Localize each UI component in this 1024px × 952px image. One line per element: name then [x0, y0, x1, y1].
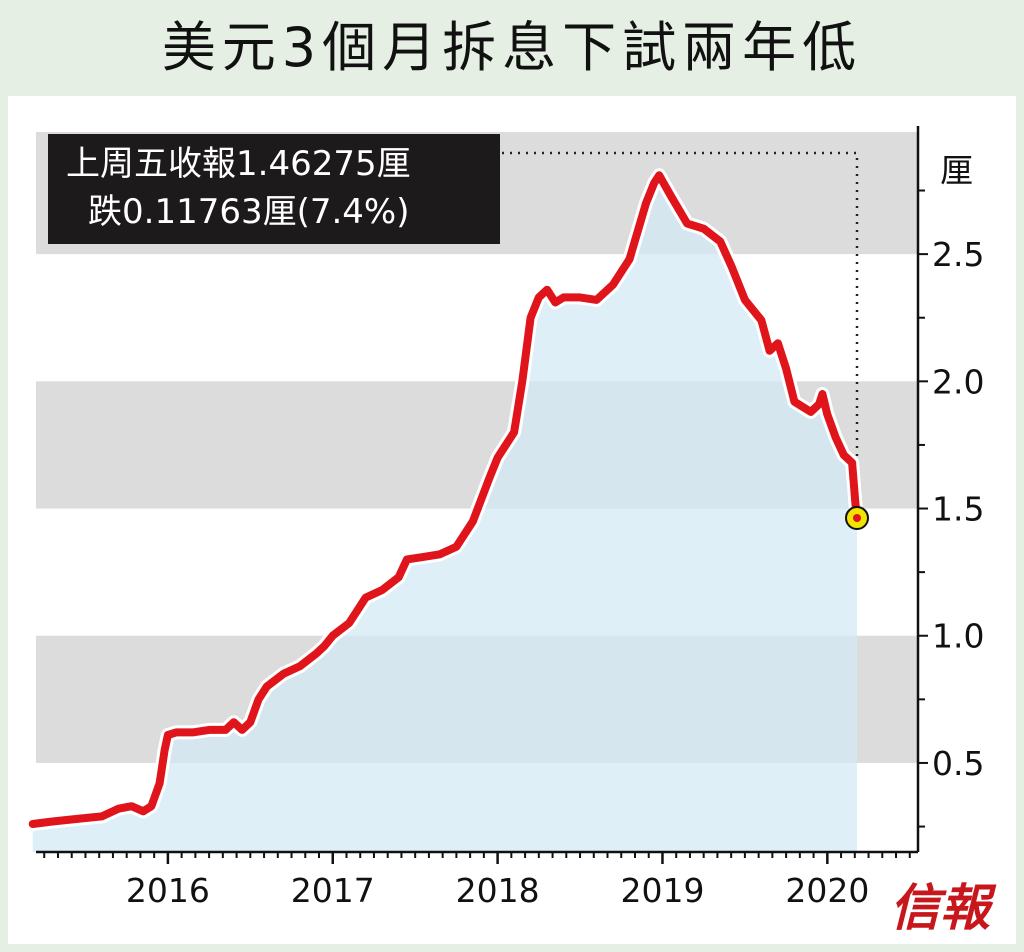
annotation-line-2: 跌0.11763厘(7.4%)	[88, 192, 410, 232]
series-area	[32, 175, 857, 853]
x-tick-label: 2017	[291, 871, 375, 910]
x-tick-label: 2018	[456, 871, 540, 910]
publisher-logo: 信報	[890, 878, 990, 937]
chart-title: 美元3個月拆息下試兩年低	[161, 16, 863, 79]
chart-panel: 0.5 1.0 1.5 2.0 2.5 厘 2016 2017 2018 2019 2020 上周五…	[8, 96, 1016, 944]
y-tick-label: 2.5	[932, 235, 984, 274]
x-tick-label: 2020	[785, 871, 869, 910]
annotation-box: 上周五收報1.46275厘 跌0.11763厘(7.4%)	[48, 134, 500, 244]
chart-svg: 0.5 1.0 1.5 2.0 2.5 厘 2016 2017 2018 2019 2020	[25, 126, 984, 910]
last-point-dot	[853, 514, 862, 523]
y-tick-label: 1.0	[932, 617, 984, 656]
y-tick-label: 1.5	[932, 490, 984, 529]
series-line	[28, 171, 861, 828]
y-axis-unit-label: 厘	[940, 151, 973, 190]
x-tick-label: 2016	[126, 871, 210, 910]
y-tick-label: 2.0	[932, 362, 984, 401]
y-tick-label: 0.5	[932, 744, 984, 783]
x-tick-label: 2019	[620, 871, 704, 910]
annotation-line-1: 上周五收報1.46275厘	[66, 144, 411, 184]
